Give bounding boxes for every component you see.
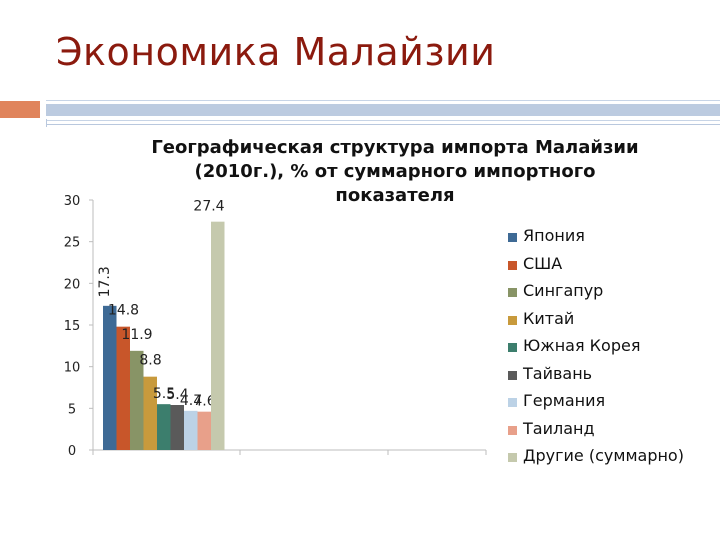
slide-title: Экономика Малайзии xyxy=(56,30,496,74)
legend-label: Япония xyxy=(523,226,585,245)
decorative-header-bar xyxy=(46,100,720,121)
bar-9 xyxy=(211,221,225,450)
legend-swatch xyxy=(508,288,517,297)
y-tick-label: 5 xyxy=(68,402,76,417)
bar-3 xyxy=(130,350,144,450)
y-tick-label: 10 xyxy=(64,361,81,376)
legend-swatch xyxy=(508,370,517,380)
bar-2 xyxy=(116,326,130,450)
legend-swatch xyxy=(508,453,517,462)
y-tick-label: 15 xyxy=(64,319,81,334)
legend-label: Китай xyxy=(523,308,575,328)
legend-label: Сингапур xyxy=(523,281,604,300)
legend-label: США xyxy=(523,253,563,273)
decorative-divider-tick xyxy=(46,119,47,127)
data-label: 17.3 xyxy=(97,266,113,297)
decorative-divider xyxy=(46,124,720,125)
bar-7 xyxy=(184,410,198,450)
legend-label: Тайвань xyxy=(523,363,593,383)
legend-swatch xyxy=(508,343,517,352)
data-label: 4.7 xyxy=(180,393,202,409)
data-label: 27.4 xyxy=(193,199,224,215)
y-tick-label: 0 xyxy=(68,444,76,459)
legend-swatch xyxy=(508,398,517,407)
data-label: 11.9 xyxy=(121,327,152,343)
decorative-orange-block xyxy=(0,101,40,118)
bar-1 xyxy=(103,305,117,450)
legend-label: Таиланд xyxy=(523,418,595,438)
data-label: 8.8 xyxy=(139,353,161,369)
legend-swatch xyxy=(508,315,517,325)
legend-swatch xyxy=(508,425,517,435)
data-label: 4.6 xyxy=(193,394,215,410)
data-label: 5.5 xyxy=(153,386,175,402)
chart-title-line-3: показателя xyxy=(335,185,455,206)
chart-title: Географическая структура импорта Малайзи… xyxy=(120,136,670,208)
bar-5 xyxy=(157,404,171,450)
bar-6 xyxy=(170,405,184,450)
legend-label: Другие (суммарно) xyxy=(523,446,684,465)
y-tick-label: 20 xyxy=(64,277,81,292)
bar-4 xyxy=(143,376,157,450)
y-tick-label: 30 xyxy=(64,194,81,209)
bar-8 xyxy=(197,411,211,450)
legend-label: Германия xyxy=(523,391,606,410)
data-label: 14.8 xyxy=(108,303,139,319)
legend-label: Южная Корея xyxy=(523,336,641,355)
legend-swatch xyxy=(508,233,517,242)
chart-title-line-1: Географическая структура импорта Малайзи… xyxy=(151,137,639,158)
legend-swatch xyxy=(508,260,517,270)
data-label: 5.4 xyxy=(166,387,188,403)
y-tick-label: 25 xyxy=(64,236,81,251)
chart-title-line-2: (2010г.), % от суммарного импортного xyxy=(194,161,596,182)
